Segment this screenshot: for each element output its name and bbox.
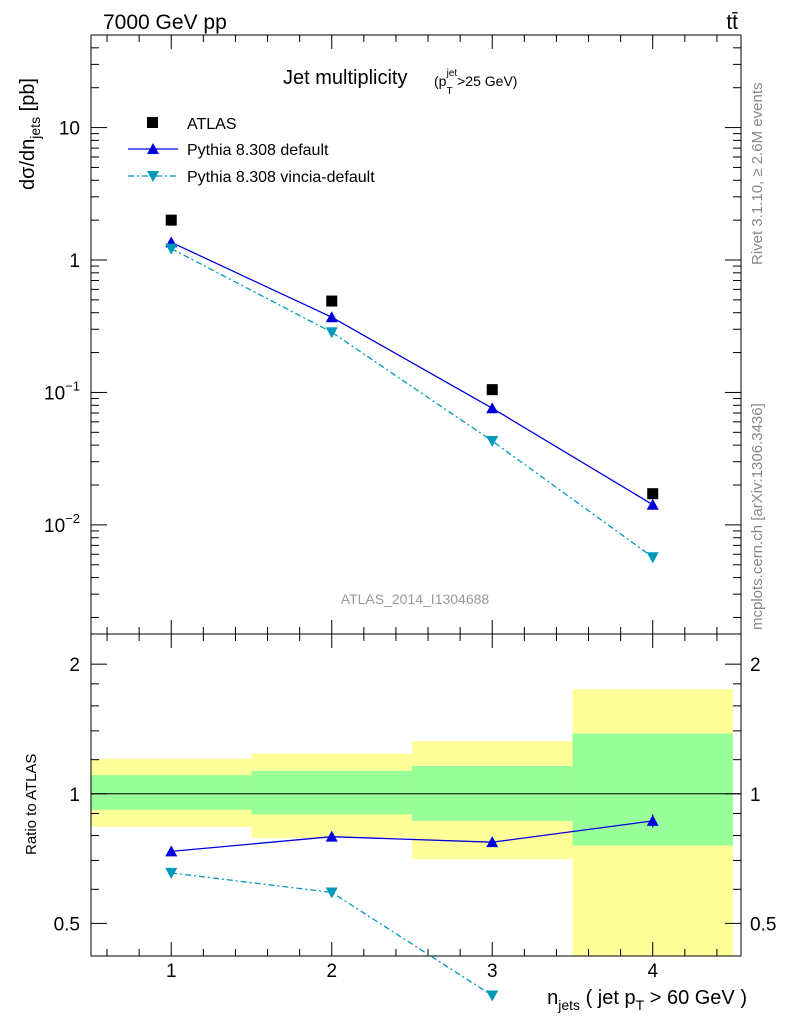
x-tick-label: 4 [647,961,658,982]
stat-uncertainty-band [91,775,252,810]
side-label-mcplots: mcplots.cern.ch [arXiv:1306.3436] [749,403,766,630]
main-point-vincia [325,327,338,339]
ratio-y-tick-label-right: 0.5 [750,914,776,935]
ratio-y-tick-labels: 0.5 0.5 1 1 2 2 [54,655,777,935]
main-point-default [486,402,499,414]
main-point-atlas [647,488,659,500]
x-tick-label: 1 [166,961,177,982]
header-energy-label: 7000 GeV pp [103,11,227,34]
ratio-point-vincia [325,887,338,899]
main-point-default [646,498,659,510]
chart-title: Jet multiplicity [283,67,407,89]
main-y-axis-label: dσ/dnjets [pb] [17,78,43,190]
main-y-tick-label: 10 [59,119,80,140]
ratio-y-tick-label-right: 1 [750,785,761,806]
main-panel-markers [165,214,659,564]
x-tick-label: 3 [487,961,498,982]
legend-marker-atlas [147,117,158,128]
main-y-tick-label: 10−2 [44,511,80,537]
ratio-point-default [646,814,659,826]
main-point-vincia [486,435,499,447]
ratio-panel-markers [165,814,659,1002]
side-label-rivet: Rivet 3.1.10, ≥ 2.6M events [749,83,766,266]
chart-title-suffix: (pTjet>25 GeV) [434,68,517,97]
main-y-tick-labels: 10 1 10−1 10−2 [44,119,80,537]
ratio-y-tick-label-right: 2 [750,655,761,676]
ratio-point-default [165,845,178,857]
main-point-atlas [326,295,338,307]
ratio-y-axis-label: Ratio to ATLAS [23,754,40,855]
ratio-point-vincia [165,867,178,879]
header-process-label: tt̄ [726,11,738,34]
main-point-vincia [165,243,178,255]
ratio-point-default [486,836,499,848]
legend-label-vincia: Pythia 8.308 vincia-default [187,169,375,186]
ratio-panel: 0.5 0.5 1 1 2 2 1 2 3 4 Ratio to ATLAS njets ( j… [23,633,777,1013]
ratio-point-default [325,830,338,842]
legend-marker-vincia [147,171,159,182]
main-panel-lines [170,241,654,558]
main-series-line-1 [170,241,654,506]
ratio-y-tick-label-left: 0.5 [54,914,80,935]
legend: ATLAS Pythia 8.308 default Pythia 8.308 … [128,116,375,186]
x-tick-labels: 1 2 3 4 [166,961,658,982]
main-point-default [325,311,338,323]
analysis-watermark: ATLAS_2014_I1304688 [341,591,490,607]
ratio-panel-frame [90,633,742,957]
ratio-y-tick-label-left: 1 [69,785,80,806]
legend-marker-default [147,143,159,154]
ratio-point-vincia [486,990,499,1002]
ratio-y-tick-label-left: 2 [69,655,80,676]
legend-label-atlas: ATLAS [187,116,237,133]
legend-label-default: Pythia 8.308 default [187,142,329,159]
main-point-vincia [646,552,659,564]
stat-uncertainty-band [251,770,412,815]
main-point-atlas [486,384,498,396]
ratio-panel-lines [171,820,653,997]
x-tick-label: 2 [326,961,337,982]
main-panel: 10 1 10−1 10−2 Jet multiplicity (pTjet>25 G… [17,34,742,635]
main-y-tick-label: 10−1 [44,378,80,404]
main-y-tick-label: 1 [69,251,80,272]
x-axis-label: njets ( jet pT > 60 GeV ) [547,987,747,1013]
main-point-atlas [165,214,177,226]
main-series-line-2 [170,248,654,558]
ratio-series-line-0 [171,820,653,853]
ratio-panel-ticks [91,634,741,956]
main-panel-ticks [91,34,741,634]
